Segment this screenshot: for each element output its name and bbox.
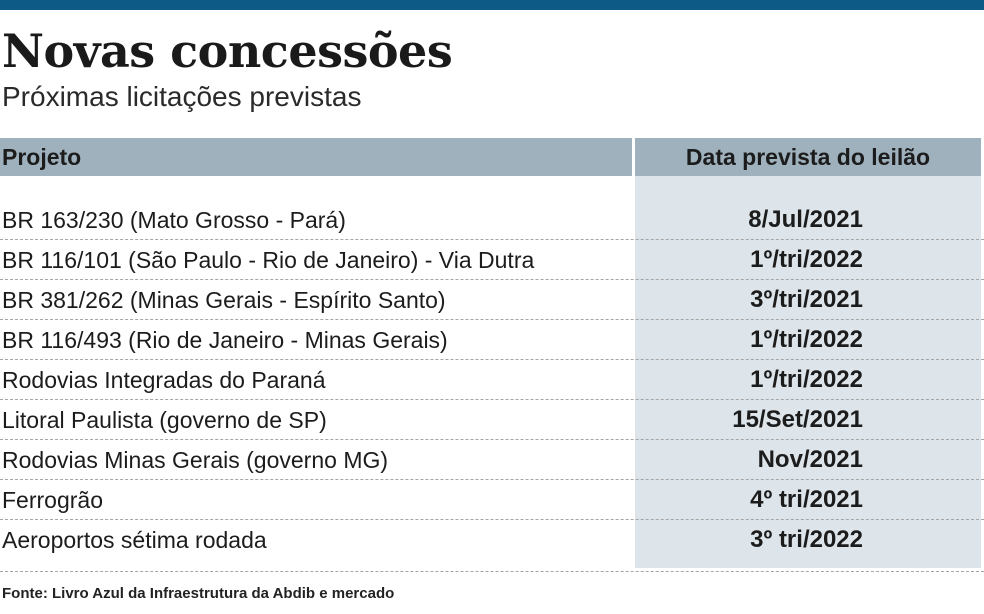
date-column-background bbox=[635, 176, 981, 568]
project-cell: Rodovias Integradas do Paraná bbox=[2, 367, 326, 393]
table-row: Rodovias Minas Gerais (governo MG) Nov/2… bbox=[0, 440, 984, 480]
column-header-project: Projeto bbox=[0, 138, 632, 176]
table-row: BR 163/230 (Mato Grosso - Pará) 8/Jul/20… bbox=[0, 200, 984, 240]
project-cell: BR 381/262 (Minas Gerais - Espírito Sant… bbox=[2, 287, 446, 313]
project-cell: Aeroportos sétima rodada bbox=[2, 527, 267, 553]
date-cell: Nov/2021 bbox=[757, 446, 863, 473]
project-cell: Litoral Paulista (governo de SP) bbox=[2, 407, 327, 433]
date-cell: 15/Set/2021 bbox=[732, 406, 863, 433]
source-note: Fonte: Livro Azul da Infraestrutura da A… bbox=[2, 585, 395, 602]
project-cell: BR 116/493 (Rio de Janeiro - Minas Gerai… bbox=[2, 327, 448, 353]
table-header: Projeto Data prevista do leilão bbox=[0, 138, 984, 176]
table-row: Litoral Paulista (governo de SP) 15/Set/… bbox=[0, 400, 984, 440]
project-cell: BR 116/101 (São Paulo - Rio de Janeiro) … bbox=[2, 247, 535, 273]
table-row: Ferrogrão 4º tri/2021 bbox=[0, 480, 984, 520]
project-cell: Rodovias Minas Gerais (governo MG) bbox=[2, 447, 389, 473]
project-cell: BR 163/230 (Mato Grosso - Pará) bbox=[2, 207, 346, 233]
table-row: BR 381/262 (Minas Gerais - Espírito Sant… bbox=[0, 280, 984, 320]
table-row: BR 116/493 (Rio de Janeiro - Minas Gerai… bbox=[0, 320, 984, 360]
date-cell: 1º/tri/2022 bbox=[750, 246, 863, 273]
page-title: Novas concessões bbox=[2, 24, 453, 78]
date-cell: 1º/tri/2022 bbox=[750, 366, 863, 393]
table-row: BR 116/101 (São Paulo - Rio de Janeiro) … bbox=[0, 240, 984, 280]
date-cell: 1º/tri/2022 bbox=[750, 326, 863, 353]
table-body: BR 163/230 (Mato Grosso - Pará) 8/Jul/20… bbox=[0, 200, 984, 560]
bottom-divider bbox=[0, 571, 984, 572]
date-cell: 3º/tri/2021 bbox=[750, 286, 863, 313]
table-row: Rodovias Integradas do Paraná 1º/tri/202… bbox=[0, 360, 984, 400]
column-header-date: Data prevista do leilão bbox=[635, 138, 981, 176]
date-cell: 3º tri/2022 bbox=[750, 526, 863, 553]
table-row: Aeroportos sétima rodada 3º tri/2022 bbox=[0, 520, 984, 560]
concessions-table: Projeto Data prevista do leilão bbox=[0, 138, 984, 176]
page-subtitle: Próximas licitações previstas bbox=[2, 81, 362, 112]
project-cell: Ferrogrão bbox=[2, 487, 103, 513]
date-cell: 4º tri/2021 bbox=[750, 486, 863, 513]
top-accent-bar bbox=[0, 0, 984, 10]
date-cell: 8/Jul/2021 bbox=[748, 206, 863, 233]
